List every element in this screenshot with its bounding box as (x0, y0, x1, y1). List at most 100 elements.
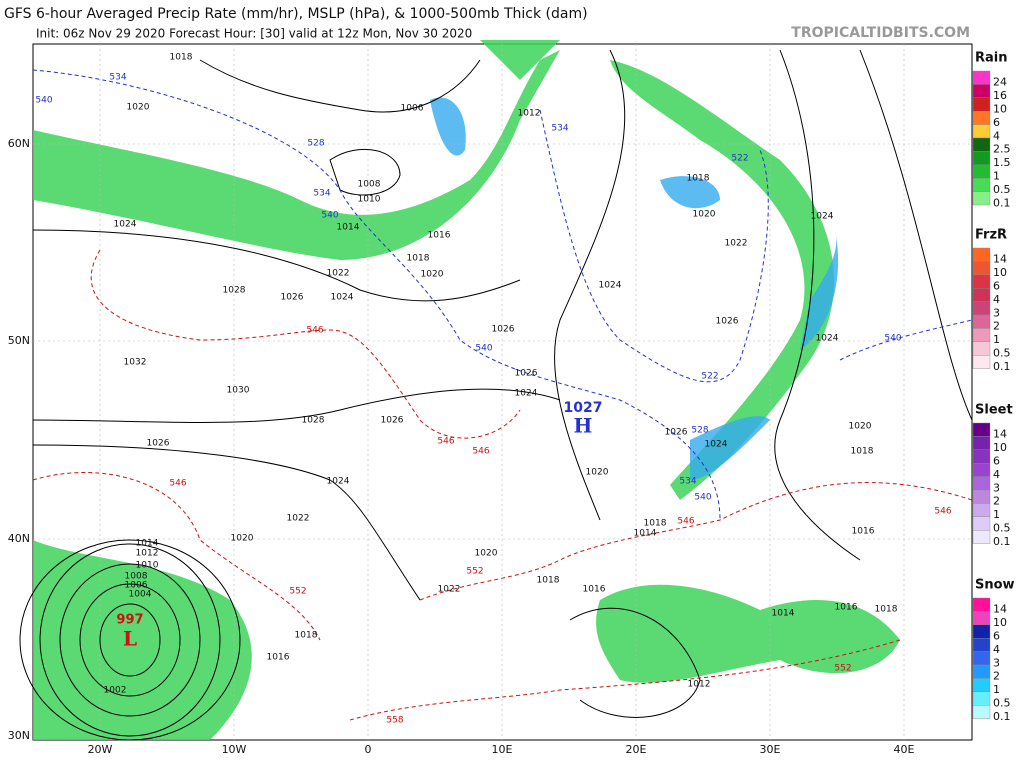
lat-label: 40N (8, 532, 30, 545)
legend-label: 0.5 (993, 697, 1011, 710)
legend-label: 3 (993, 656, 1000, 669)
isobar-label: 1022 (725, 239, 748, 249)
legend-label: 0.5 (993, 183, 1011, 196)
isobar-label: 1024 (599, 281, 622, 291)
legend-swatch (972, 476, 991, 491)
isobar-label: 1020 (127, 103, 150, 113)
map-subtitle: Init: 06z Nov 29 2020 Forecast Hour: [30… (36, 27, 472, 41)
legend-label: 1 (993, 683, 1000, 696)
legend-title: Sleet (975, 403, 1013, 418)
isobar-label: 1010 (136, 561, 159, 571)
thickness-label: 534 (109, 73, 126, 83)
legend-swatch (972, 314, 991, 329)
thickness-label: 534 (313, 189, 330, 199)
legend-label: 14 (993, 253, 1007, 266)
legend-swatch (972, 137, 991, 152)
legend-label: 14 (993, 428, 1007, 441)
isobar-label: 1006 (401, 104, 424, 114)
isobar-label: 1018 (875, 605, 898, 615)
isobar-label: 1014 (136, 539, 159, 549)
legend-swatch (972, 84, 991, 99)
legend-label: 10 (993, 103, 1007, 116)
isobar-label: 1018 (170, 53, 193, 63)
isobar-label: 1008 (125, 572, 148, 582)
isobar-label: 1024 (327, 477, 350, 487)
legend-label: 1 (993, 170, 1000, 183)
isobar-label: 1018 (537, 576, 560, 586)
lon-label: 10W (222, 743, 247, 756)
isobar-label: 1026 (281, 293, 304, 303)
lon-label: 20E (626, 743, 647, 756)
legend-swatch (972, 624, 991, 639)
legend-label: 0.1 (993, 196, 1011, 209)
thickness-label: 546 (934, 507, 951, 517)
isobar-label: 1008 (358, 180, 381, 190)
legend-label: 3 (993, 306, 1000, 319)
legend-swatch (972, 516, 991, 531)
isobar-label: 1006 (125, 581, 148, 591)
isobar-label: 1018 (851, 447, 874, 457)
thickness-label: 540 (884, 334, 901, 344)
thickness-label: 546 (677, 517, 694, 527)
legend-label: 0.1 (993, 360, 1011, 373)
thickness-label: 528 (691, 426, 708, 436)
thickness-label: 528 (307, 139, 324, 149)
legend-swatch (972, 191, 991, 206)
thickness-label: 558 (386, 716, 403, 726)
lat-label: 60N (8, 137, 30, 150)
lon-label: 10E (492, 743, 513, 756)
thickness-label: 552 (466, 567, 483, 577)
legend-swatch (972, 288, 991, 302)
thickness-label: 522 (701, 372, 718, 382)
lat-label: 30N (8, 729, 30, 742)
legend-swatch (972, 638, 991, 652)
legend-label: 24 (993, 76, 1007, 89)
legend-swatch (972, 611, 991, 626)
isobar-label: 1016 (852, 527, 875, 537)
thickness-label: 522 (731, 154, 748, 164)
thickness-label: 540 (475, 344, 492, 354)
isobar-label: 1018 (687, 174, 710, 184)
legend-swatch (972, 664, 991, 679)
legend-label: 14 (993, 603, 1007, 616)
legend-swatch (972, 164, 991, 179)
legend-swatch (972, 678, 991, 693)
legend-swatch (972, 70, 991, 85)
legend-label: 0.5 (993, 522, 1011, 535)
isobar-label: 1024 (705, 440, 728, 450)
legend-label: 4 (993, 468, 1000, 481)
legend-swatch (972, 355, 991, 369)
legend-swatch (972, 691, 991, 706)
isobar-label: 1026 (515, 369, 538, 379)
legend-title: FrzR (975, 228, 1007, 243)
isobar-label: 1024 (515, 389, 538, 399)
legend-swatch (972, 124, 991, 139)
isobar-label: 1016 (583, 585, 606, 595)
isobar-label: 1024 (811, 212, 834, 222)
isobar-label: 1026 (147, 439, 170, 449)
legend-swatch (972, 247, 991, 262)
legend-swatch (972, 705, 991, 719)
legend-swatch (972, 328, 991, 342)
legend-swatch (972, 489, 991, 504)
isobar-label: 1026 (665, 428, 688, 438)
isobar-label: 1020 (586, 468, 609, 478)
legend-swatch (972, 177, 991, 192)
isobar-label: 1020 (421, 270, 444, 280)
isobar-label: 1016 (428, 231, 451, 241)
thickness-label: 534 (551, 124, 568, 134)
thickness-label: 540 (35, 96, 52, 106)
lat-label: 50N (8, 334, 30, 347)
legend-swatch (972, 436, 991, 450)
legend-swatch (972, 110, 991, 125)
legend-label: 4 (993, 643, 1000, 656)
legend-label: 0.5 (993, 347, 1011, 360)
legend-title: Snow (975, 578, 1015, 593)
lon-label: 20W (88, 743, 113, 756)
high-symbol: H (574, 414, 593, 438)
thickness-label: 540 (694, 493, 711, 503)
lat-lon-grid (33, 44, 972, 740)
isobar-label: 1022 (438, 585, 461, 595)
legend-label: 6 (993, 630, 1000, 643)
